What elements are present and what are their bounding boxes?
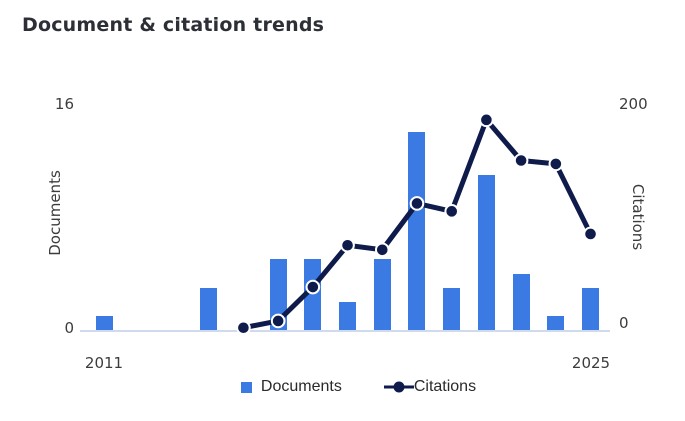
- documents-bar-2024[interactable]: [547, 315, 565, 330]
- right-axis-title: Citations: [629, 183, 647, 251]
- legend-citations-label: Citations: [413, 378, 477, 395]
- chart-title: Document & citation trends: [22, 14, 325, 36]
- documents-bar-2011[interactable]: [96, 315, 114, 330]
- legend-documents-label: Documents: [260, 378, 342, 395]
- left-axis-title: Documents: [46, 170, 64, 256]
- documents-bar-2021[interactable]: [443, 287, 461, 330]
- x-axis-line: [80, 330, 610, 332]
- documents-bar-2014[interactable]: [200, 287, 218, 330]
- citations-marker-icon: [383, 381, 414, 393]
- right-axis-min-tick: 0: [619, 314, 629, 332]
- citations-point-2024[interactable]: [548, 156, 564, 172]
- x-axis-first-year-label: 2011: [84, 354, 124, 372]
- citations-point-2019[interactable]: [374, 242, 390, 258]
- citations-point-2015[interactable]: [236, 320, 251, 336]
- left-axis-max-tick: 16: [54, 95, 74, 113]
- citations-point-2022[interactable]: [479, 112, 494, 128]
- legend-item-citations[interactable]: Citations: [383, 378, 477, 396]
- documents-bar-2022[interactable]: [477, 174, 495, 330]
- documents-bar-2018[interactable]: [339, 301, 357, 330]
- documents-bar-2023[interactable]: [512, 273, 530, 330]
- documents-bar-2017[interactable]: [304, 259, 322, 330]
- left-axis-min-tick: 0: [64, 319, 74, 337]
- documents-bar-2025[interactable]: [582, 287, 600, 330]
- documents-bar-2016[interactable]: [269, 259, 287, 330]
- chart-legend: Documents Citations: [16, 374, 685, 400]
- citations-point-2018[interactable]: [340, 237, 355, 253]
- citations-point-2021[interactable]: [444, 204, 460, 219]
- citations-point-2025[interactable]: [583, 226, 598, 242]
- legend-item-documents[interactable]: Documents: [240, 378, 342, 396]
- x-axis-last-year-label: 2025: [571, 354, 611, 372]
- citations-point-2023[interactable]: [513, 153, 529, 168]
- right-axis-max-tick: 200: [619, 95, 648, 113]
- documents-bar-2020[interactable]: [408, 132, 426, 330]
- documents-bar-2019[interactable]: [373, 259, 391, 330]
- documents-swatch-icon: [240, 381, 252, 393]
